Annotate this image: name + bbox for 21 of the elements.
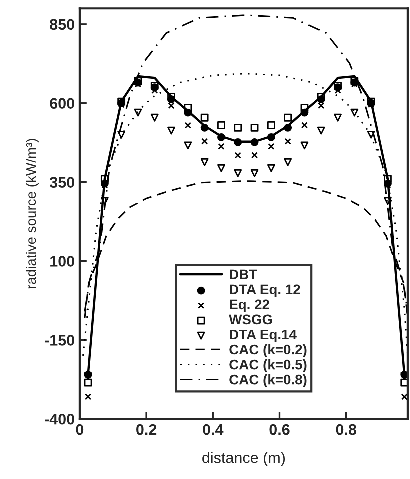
y-tick-label: 600	[50, 98, 74, 110]
x-tick-label: 0.6	[270, 424, 290, 436]
legend-label: WSGG	[229, 314, 272, 325]
legend-label: CAC (k=0.8)	[230, 374, 307, 388]
x-tick-label: 0.8	[336, 424, 356, 436]
x-axis-title: distance (m)	[202, 452, 286, 466]
y-tick-label: 350	[50, 177, 74, 188]
x-tick-label: 0	[76, 424, 84, 436]
legend-label: DBT	[230, 270, 258, 280]
y-tick-label: 850	[50, 19, 74, 30]
y-tick-label: -150	[45, 335, 74, 346]
x-tick-label: 0.4	[203, 424, 224, 436]
legend-label: CAC (k=0.2)	[230, 344, 307, 358]
legend-label: DTA Eq.14	[230, 330, 297, 342]
y-axis-title: radiative source (kW/m³)	[26, 139, 39, 289]
legend-label: CAC (k=0.5)	[230, 360, 307, 372]
x-tick-label: 0.2	[136, 424, 157, 436]
y-tick-label: 100	[50, 256, 74, 267]
legend-label: Eq. 22	[230, 300, 270, 312]
legend-label: DTA Eq. 12	[230, 284, 300, 298]
y-tick-label: -400	[45, 414, 74, 425]
